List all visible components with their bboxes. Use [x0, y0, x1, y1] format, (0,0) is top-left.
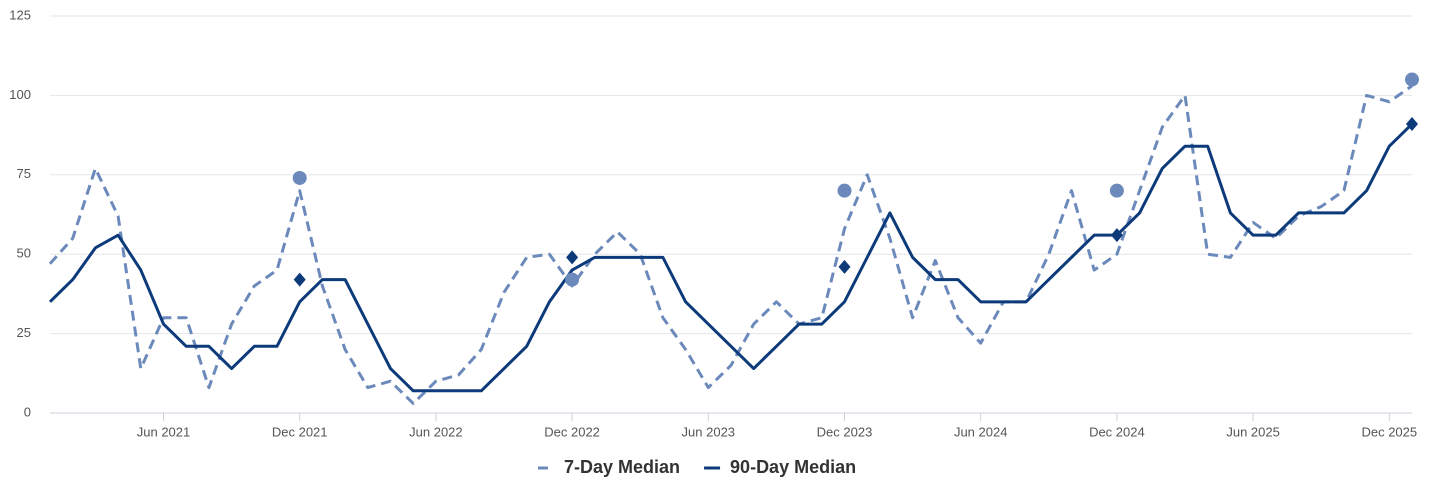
y-tick-label: 25 — [17, 325, 31, 340]
y-tick-label: 125 — [9, 7, 31, 22]
legend-label: 7-Day Median — [564, 457, 680, 477]
marker-diamond — [1406, 116, 1418, 131]
x-tick-label: Dec 2021 — [272, 424, 328, 439]
x-tick-label: Jun 2024 — [954, 424, 1008, 439]
x-tick-label: Jun 2022 — [409, 424, 463, 439]
x-tick-label: Dec 2024 — [1089, 424, 1145, 439]
marker-circle — [565, 272, 580, 287]
x-tick-label: Jun 2021 — [137, 424, 191, 439]
legend: 7-Day Median 90-Day Median — [538, 457, 856, 477]
x-tick-label: Jun 2023 — [682, 424, 736, 439]
y-tick-label: 100 — [9, 87, 31, 102]
x-tick-label: Jun 2025 — [1226, 424, 1280, 439]
y-tick-label: 50 — [17, 246, 31, 261]
marker-diamond — [566, 250, 579, 265]
series-line — [48, 84, 1413, 405]
marker-circle — [1109, 183, 1124, 198]
marker-diamond — [1110, 228, 1123, 243]
marker-diamond — [293, 272, 306, 287]
y-tick-label: 0 — [24, 404, 31, 419]
marker-diamond — [838, 259, 851, 274]
legend-label: 90-Day Median — [730, 457, 856, 477]
marker-circle — [1405, 72, 1419, 87]
x-tick-label: Dec 2025 — [1361, 424, 1417, 439]
marker-circle — [292, 170, 307, 185]
y-tick-label: 75 — [17, 166, 31, 181]
marker-circle — [837, 183, 852, 198]
x-tick-label: Dec 2022 — [544, 424, 600, 439]
series-line — [48, 122, 1414, 393]
x-tick-label: Dec 2023 — [817, 424, 873, 439]
